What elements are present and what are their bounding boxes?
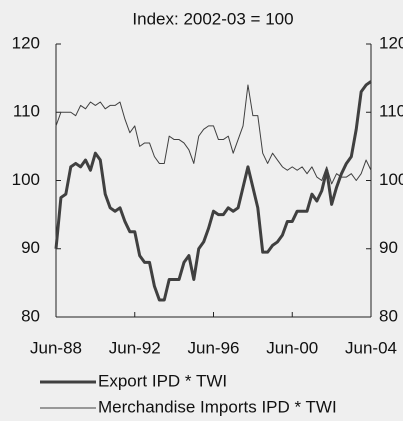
series-line xyxy=(55,84,372,185)
y-tick-label: 90 xyxy=(21,238,40,257)
y2-tick-label: 100 xyxy=(379,170,403,189)
legend-label: Merchandise Imports IPD * TWI xyxy=(98,397,337,416)
x-tick-label: Jun-00 xyxy=(266,338,318,357)
y2-tick-label: 90 xyxy=(379,238,398,257)
y-tick-label: 100 xyxy=(12,170,40,189)
series-line xyxy=(54,80,372,302)
x-tick-label: Jun-92 xyxy=(109,338,161,357)
y2-tick-label: 120 xyxy=(379,33,403,52)
y-tick-label: 120 xyxy=(12,33,40,52)
x-tick-label: Jun-88 xyxy=(30,338,82,357)
x-tick-label: Jun-96 xyxy=(188,338,240,357)
y2-tick-label: 110 xyxy=(379,102,403,121)
x-tick-label: Jun-04 xyxy=(345,338,397,357)
legend-label: Export IPD * TWI xyxy=(98,371,227,390)
chart-title: Index: 2002-03 = 100 xyxy=(132,9,293,28)
y-tick-label: 110 xyxy=(13,102,40,121)
y-tick-label: 80 xyxy=(21,306,40,325)
y2-tick-label: 80 xyxy=(379,306,398,325)
